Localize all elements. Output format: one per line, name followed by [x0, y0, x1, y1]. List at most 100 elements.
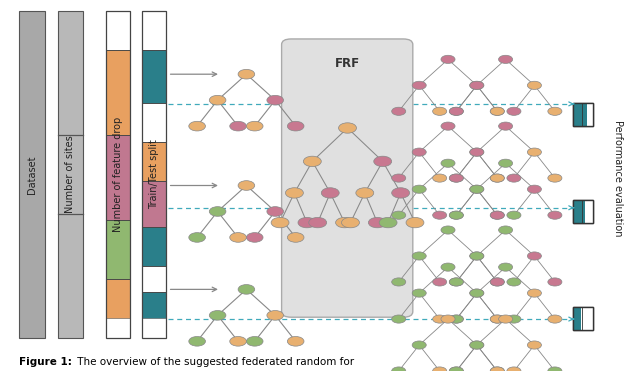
Bar [573, 307, 593, 330]
Circle shape [449, 315, 463, 323]
Circle shape [189, 121, 205, 131]
Bar [106, 50, 130, 135]
Circle shape [527, 289, 541, 297]
Circle shape [490, 367, 504, 371]
Bar [106, 220, 130, 279]
Circle shape [548, 211, 562, 219]
Circle shape [392, 174, 406, 182]
Circle shape [470, 185, 484, 193]
Circle shape [449, 211, 463, 219]
Circle shape [548, 174, 562, 182]
Circle shape [449, 367, 463, 371]
Circle shape [470, 289, 484, 297]
FancyBboxPatch shape [282, 39, 413, 317]
Circle shape [449, 174, 463, 182]
Circle shape [507, 174, 521, 182]
Bar [573, 103, 593, 126]
Circle shape [392, 315, 406, 323]
Text: Figure 1:: Figure 1: [19, 357, 72, 367]
Text: Dataset: Dataset [27, 155, 37, 194]
Circle shape [527, 252, 541, 260]
Circle shape [287, 233, 304, 242]
Circle shape [548, 278, 562, 286]
Bar [142, 266, 166, 292]
Circle shape [246, 233, 263, 242]
Circle shape [499, 226, 513, 234]
Bar [573, 307, 593, 330]
Circle shape [412, 341, 426, 349]
Circle shape [412, 252, 426, 260]
Circle shape [189, 336, 205, 346]
Bar [573, 200, 593, 223]
Circle shape [230, 233, 246, 242]
Circle shape [238, 69, 255, 79]
Circle shape [189, 233, 205, 242]
Circle shape [507, 315, 521, 323]
Bar [573, 103, 593, 126]
Circle shape [449, 107, 463, 115]
Bar [587, 103, 593, 126]
Text: Train/Test split: Train/Test split [149, 139, 159, 209]
Circle shape [209, 311, 226, 320]
Circle shape [335, 217, 353, 228]
Circle shape [441, 315, 455, 323]
Text: FRF: FRF [335, 56, 360, 70]
Circle shape [209, 207, 226, 216]
Bar [106, 11, 130, 338]
Circle shape [490, 107, 504, 115]
Bar [142, 292, 166, 318]
Bar [581, 307, 593, 330]
Bar [106, 135, 130, 220]
Circle shape [287, 121, 304, 131]
Circle shape [441, 159, 455, 167]
Circle shape [499, 263, 513, 271]
Circle shape [507, 278, 521, 286]
Circle shape [392, 188, 410, 198]
Circle shape [356, 188, 374, 198]
Circle shape [230, 121, 246, 131]
Circle shape [499, 315, 513, 323]
Circle shape [499, 159, 513, 167]
Circle shape [433, 211, 447, 219]
Bar [142, 142, 166, 181]
Circle shape [499, 55, 513, 63]
Circle shape [527, 81, 541, 89]
Circle shape [209, 95, 226, 105]
Circle shape [490, 174, 504, 182]
Circle shape [342, 217, 360, 228]
Circle shape [527, 341, 541, 349]
Circle shape [449, 278, 463, 286]
Circle shape [490, 278, 504, 286]
Circle shape [433, 367, 447, 371]
Circle shape [285, 188, 303, 198]
Circle shape [412, 81, 426, 89]
Circle shape [499, 122, 513, 130]
Circle shape [392, 211, 406, 219]
Circle shape [490, 315, 504, 323]
Circle shape [379, 217, 397, 228]
Circle shape [339, 123, 356, 133]
Text: Number of sites: Number of sites [65, 135, 76, 213]
Circle shape [470, 252, 484, 260]
Circle shape [433, 315, 447, 323]
Bar [573, 200, 593, 223]
Circle shape [298, 217, 316, 228]
Circle shape [441, 122, 455, 130]
Circle shape [449, 107, 463, 115]
Circle shape [507, 107, 521, 115]
Circle shape [392, 107, 406, 115]
Bar [106, 279, 130, 318]
Circle shape [441, 263, 455, 271]
Text: The overview of the suggested federated random for: The overview of the suggested federated … [74, 357, 354, 367]
Circle shape [441, 226, 455, 234]
Bar [573, 307, 581, 330]
Circle shape [271, 217, 289, 228]
Circle shape [490, 174, 504, 182]
Circle shape [548, 367, 562, 371]
Circle shape [412, 148, 426, 156]
Bar [142, 227, 166, 266]
Bar [142, 181, 166, 227]
Circle shape [490, 278, 504, 286]
Circle shape [470, 289, 484, 297]
Circle shape [527, 148, 541, 156]
